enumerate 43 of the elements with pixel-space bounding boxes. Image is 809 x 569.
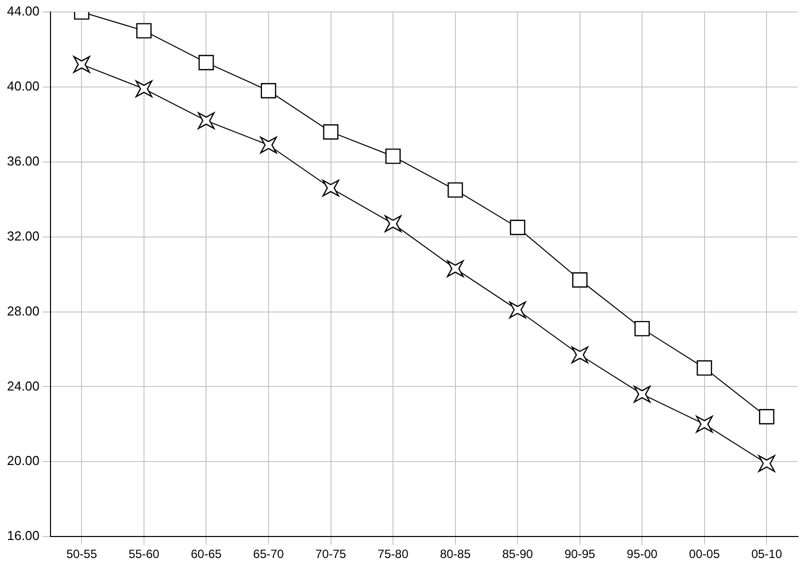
point bbox=[509, 302, 526, 318]
point bbox=[510, 220, 526, 236]
x-tick-label: 70-75 bbox=[315, 547, 346, 562]
x-tick-label: 90-95 bbox=[564, 547, 596, 562]
y-tick-label: 36.00 bbox=[6, 153, 40, 168]
point bbox=[696, 416, 713, 433]
x-tick-label: 65-70 bbox=[253, 547, 284, 562]
point bbox=[384, 215, 402, 232]
x-tick-label: 00-05 bbox=[689, 547, 720, 562]
point bbox=[322, 180, 340, 196]
point bbox=[198, 54, 214, 70]
x-tick-label: 05-10 bbox=[751, 547, 782, 562]
y-tick-label: 40.00 bbox=[6, 78, 40, 94]
x-tick-label: 60-65 bbox=[190, 547, 222, 562]
y-tick-label: 32.00 bbox=[6, 228, 40, 244]
y-tick-label: 28.00 bbox=[6, 303, 40, 318]
y-tick-label: 24.00 bbox=[6, 378, 40, 394]
point bbox=[696, 360, 712, 376]
point bbox=[758, 455, 776, 472]
y-tick-label: 16.00 bbox=[6, 528, 40, 544]
point bbox=[572, 272, 588, 288]
y-tick-label: 44.00 bbox=[6, 4, 40, 19]
point bbox=[73, 56, 90, 73]
point bbox=[758, 409, 774, 424]
point bbox=[385, 148, 401, 164]
point bbox=[136, 80, 152, 98]
x-tick-label: 95-00 bbox=[626, 547, 658, 562]
x-tick-label: 75-80 bbox=[378, 547, 409, 562]
point bbox=[323, 124, 338, 140]
y-tick-label: 20.00 bbox=[6, 453, 40, 468]
point bbox=[571, 346, 588, 364]
point bbox=[634, 386, 650, 403]
x-tick-label: 85-90 bbox=[502, 547, 534, 562]
point bbox=[260, 136, 277, 154]
point bbox=[634, 320, 650, 336]
x-tick-label: 80-85 bbox=[440, 547, 471, 562]
x-tick-label: 55-60 bbox=[128, 547, 160, 562]
point bbox=[198, 112, 215, 130]
point bbox=[446, 260, 464, 278]
x-tick-label: 50-55 bbox=[66, 547, 98, 562]
point bbox=[260, 83, 276, 98]
point bbox=[136, 23, 152, 38]
point bbox=[448, 182, 463, 198]
